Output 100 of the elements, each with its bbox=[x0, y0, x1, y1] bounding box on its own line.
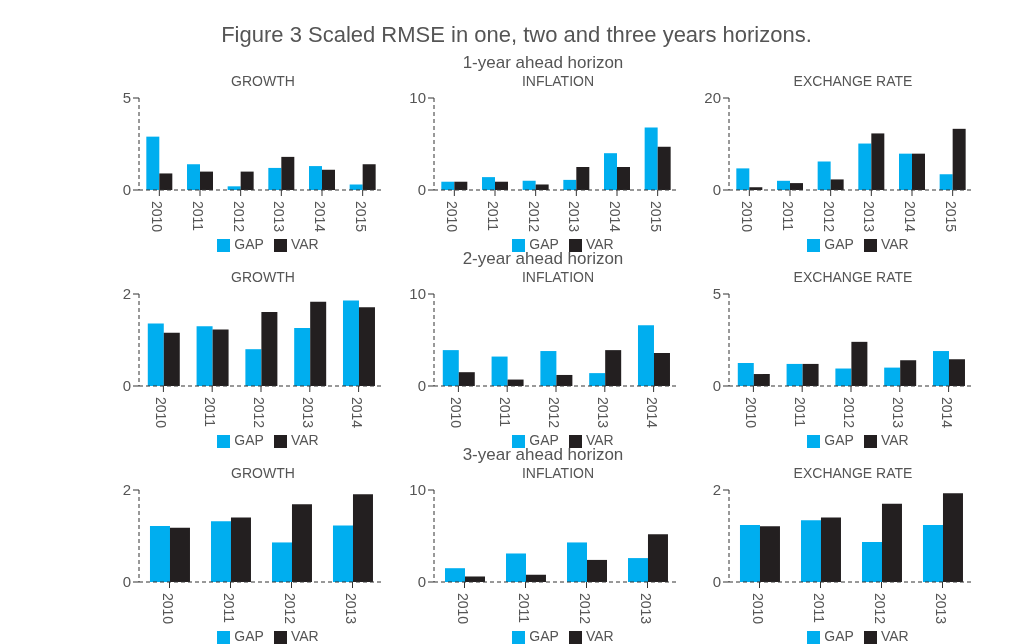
chart-title: GROWTH bbox=[230, 73, 296, 89]
x-tick-label: 2014 bbox=[643, 397, 660, 429]
bar bbox=[268, 167, 282, 190]
bar bbox=[227, 186, 241, 190]
bar bbox=[576, 167, 590, 190]
bar bbox=[737, 363, 754, 386]
bar bbox=[911, 153, 925, 190]
bar bbox=[871, 133, 885, 190]
bar bbox=[776, 180, 790, 190]
bar bbox=[146, 136, 160, 190]
legend-label: VAR bbox=[290, 628, 319, 644]
x-tick-label: 2011 bbox=[515, 593, 532, 624]
y-tick-label: 2 bbox=[712, 481, 721, 499]
bar bbox=[563, 179, 577, 190]
y-tick-label: 0 bbox=[417, 573, 426, 591]
y-tick-label: 0 bbox=[712, 377, 721, 395]
y-tick-label: 0 bbox=[712, 181, 721, 199]
x-tick-label: 2014 bbox=[938, 397, 955, 429]
bar bbox=[616, 167, 630, 190]
x-tick-label: 2014 bbox=[607, 201, 623, 233]
legend-label: GAP bbox=[824, 628, 854, 644]
legend-label: GAP bbox=[529, 236, 559, 252]
bar bbox=[362, 164, 376, 190]
y-tick-label: 10 bbox=[409, 481, 426, 499]
bar bbox=[739, 524, 760, 582]
bar bbox=[159, 173, 173, 190]
bar bbox=[647, 534, 668, 582]
chart-title: EXCHANGE RATE bbox=[792, 73, 914, 89]
x-tick-label: 2015 bbox=[352, 201, 369, 233]
bar bbox=[939, 174, 953, 190]
x-tick-label: 2015 bbox=[942, 201, 959, 233]
bar bbox=[308, 166, 322, 190]
chart-subtitle: 2-year ahead horizon bbox=[461, 249, 625, 269]
x-tick-label: 2011 bbox=[202, 397, 219, 428]
bar bbox=[540, 351, 557, 386]
bar bbox=[556, 374, 573, 386]
y-tick-label: 0 bbox=[122, 181, 131, 199]
y-tick-label: 0 bbox=[122, 377, 131, 395]
x-tick-label: 2010 bbox=[444, 201, 461, 233]
x-tick-label: 2013 bbox=[932, 593, 949, 625]
bar bbox=[851, 341, 868, 386]
x-tick-label: 2012 bbox=[576, 593, 593, 625]
y-tick-label: 2 bbox=[122, 481, 131, 499]
x-tick-label: 2015 bbox=[647, 201, 664, 233]
legend-label: VAR bbox=[290, 432, 319, 448]
bar bbox=[835, 368, 852, 386]
x-tick-label: 2010 bbox=[153, 397, 170, 429]
bar bbox=[442, 350, 459, 386]
chart-title: INFLATION bbox=[520, 269, 596, 285]
y-tick-label: 0 bbox=[712, 573, 721, 591]
bar bbox=[605, 350, 622, 386]
bar bbox=[898, 153, 912, 190]
text: Figure 3 Scaled RMSE in one, two and three years horizons. bbox=[220, 22, 813, 48]
bar bbox=[358, 307, 375, 386]
legend-label: VAR bbox=[585, 236, 614, 252]
bar bbox=[786, 363, 803, 386]
bar bbox=[900, 360, 917, 386]
legend-label: VAR bbox=[585, 432, 614, 448]
x-tick-label: 2014 bbox=[312, 201, 328, 233]
x-tick-label: 2011 bbox=[190, 201, 206, 232]
x-tick-label: 2010 bbox=[448, 397, 465, 429]
x-tick-label: 2011 bbox=[485, 201, 501, 232]
x-tick-label: 2013 bbox=[889, 397, 906, 429]
bar bbox=[310, 301, 327, 386]
chart-subtitle: 3-year ahead horizon bbox=[461, 445, 625, 465]
bar bbox=[186, 164, 200, 190]
x-tick-label: 2011 bbox=[497, 397, 514, 428]
bar bbox=[481, 177, 495, 190]
chart-title: INFLATION bbox=[520, 73, 596, 89]
legend-label: VAR bbox=[880, 432, 909, 448]
legend-label: GAP bbox=[529, 432, 559, 448]
bar bbox=[817, 161, 831, 190]
y-tick-label: 0 bbox=[417, 181, 426, 199]
x-tick-label: 2013 bbox=[566, 201, 583, 233]
x-tick-label: 2011 bbox=[792, 397, 809, 428]
bar bbox=[627, 558, 648, 582]
bar bbox=[163, 332, 180, 386]
bar bbox=[281, 156, 295, 190]
bar bbox=[349, 184, 363, 190]
x-tick-label: 2013 bbox=[594, 397, 611, 429]
bar bbox=[830, 179, 844, 190]
bar bbox=[522, 180, 536, 190]
y-tick-label: 10 bbox=[409, 285, 426, 303]
x-tick-label: 2014 bbox=[348, 397, 365, 429]
bar bbox=[149, 525, 170, 582]
y-tick-label: 20 bbox=[704, 89, 721, 107]
x-tick-label: 2013 bbox=[299, 397, 316, 429]
bar bbox=[820, 517, 841, 582]
bar bbox=[210, 521, 231, 582]
bar bbox=[736, 168, 750, 190]
bar bbox=[789, 183, 803, 190]
x-tick-label: 2010 bbox=[454, 593, 471, 625]
bar bbox=[240, 171, 254, 190]
bar bbox=[535, 184, 549, 190]
x-tick-label: 2010 bbox=[743, 397, 760, 429]
bar bbox=[321, 169, 335, 190]
chart-title: GROWTH bbox=[230, 465, 296, 481]
x-tick-label: 2012 bbox=[281, 593, 298, 625]
bar bbox=[881, 503, 902, 582]
bar bbox=[657, 146, 671, 190]
